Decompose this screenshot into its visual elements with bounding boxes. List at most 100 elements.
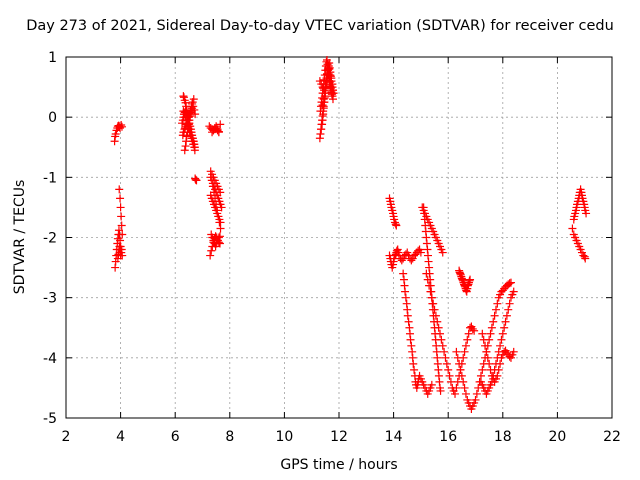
data-point <box>489 317 498 326</box>
data-point <box>453 353 462 362</box>
data-point <box>216 218 225 227</box>
data-point <box>192 176 201 185</box>
grid-lines <box>66 57 612 418</box>
data-point <box>409 359 418 368</box>
data-point <box>111 130 120 139</box>
data-point <box>321 80 330 89</box>
data-point <box>115 185 124 194</box>
data-point <box>482 347 491 356</box>
data-point <box>116 194 125 203</box>
data-point <box>582 209 591 218</box>
data-point <box>487 323 496 332</box>
data-point <box>496 341 505 350</box>
y-tick-label: -2 <box>43 231 57 247</box>
y-tick-label: 0 <box>48 110 57 126</box>
data-point <box>423 275 432 284</box>
data-point <box>493 299 502 308</box>
data-point <box>436 329 445 338</box>
data-point <box>501 317 510 326</box>
data-point <box>187 102 196 111</box>
data-point <box>181 123 190 132</box>
data-point <box>407 341 416 350</box>
data-point <box>478 329 487 338</box>
x-tick-label: 16 <box>439 429 457 445</box>
x-tick-label: 14 <box>385 429 403 445</box>
y-tick-label: -4 <box>43 351 57 367</box>
data-point <box>483 353 492 362</box>
data-point <box>117 212 126 221</box>
data-point <box>425 281 434 290</box>
data-point <box>116 203 125 212</box>
x-tick-label: 8 <box>225 429 234 445</box>
data-point <box>397 256 406 265</box>
data-point <box>182 132 191 141</box>
data-point <box>485 359 494 368</box>
data-point <box>317 125 326 134</box>
data-point <box>213 126 222 135</box>
data-point <box>494 365 503 374</box>
data-point <box>328 89 337 98</box>
data-point <box>179 128 188 137</box>
data-point <box>191 175 200 184</box>
data-point <box>422 269 431 278</box>
data-point <box>186 105 195 114</box>
data-point <box>457 371 466 380</box>
data-point <box>401 287 410 296</box>
x-tick-label: 4 <box>116 429 125 445</box>
y-tick-label: -1 <box>43 170 57 186</box>
data-point <box>182 120 191 129</box>
data-point <box>504 305 513 314</box>
x-axis-label: GPS time / hours <box>280 457 398 473</box>
data-point <box>427 380 436 389</box>
chart-title: Day 273 of 2021, Sidereal Day-to-day VTE… <box>26 18 614 34</box>
data-point <box>509 347 518 356</box>
data-point <box>568 224 577 233</box>
data-point <box>325 77 334 86</box>
data-point <box>466 275 475 284</box>
data-point <box>460 383 469 392</box>
y-axis-label: SDTVAR / TECUs <box>12 179 28 295</box>
data-point <box>505 279 514 288</box>
data-point <box>180 146 189 155</box>
data-point <box>506 278 515 287</box>
data-point <box>496 359 505 368</box>
data-point <box>452 383 461 392</box>
data-point <box>185 109 194 118</box>
data-point <box>117 122 126 131</box>
data-point <box>472 389 481 398</box>
data-point <box>217 203 226 212</box>
data-point <box>401 293 410 302</box>
axis-ticks: 2 4 6 8 10 12 14 16 18 20 22 -5 -4 -3 -2 -1 0 1 <box>43 50 621 445</box>
data-point <box>459 377 468 386</box>
data-point <box>431 311 440 320</box>
data-point <box>407 256 416 265</box>
data-point <box>455 359 464 368</box>
data-point <box>442 359 451 368</box>
data-point <box>471 395 480 404</box>
data-point <box>206 251 215 260</box>
data-point <box>117 120 126 129</box>
data-point <box>430 305 439 314</box>
x-tick-label: 22 <box>603 429 621 445</box>
data-point <box>406 335 415 344</box>
data-point <box>326 83 335 92</box>
data-point <box>460 347 469 356</box>
data-point <box>456 365 465 374</box>
data-point <box>436 386 445 395</box>
data-point <box>214 127 223 136</box>
data-point <box>427 293 436 302</box>
x-tick-label: 2 <box>62 429 71 445</box>
data-point <box>451 389 460 398</box>
data-point <box>440 347 449 356</box>
data-point <box>481 341 490 350</box>
data-point <box>183 116 192 125</box>
data-point <box>429 299 438 308</box>
y-tick-label: -3 <box>43 291 57 307</box>
data-point <box>444 365 453 374</box>
data-point <box>478 365 487 374</box>
data-point <box>189 95 198 104</box>
data-point <box>117 221 126 230</box>
data-point <box>461 389 470 398</box>
data-point <box>434 323 443 332</box>
data-point <box>403 311 412 320</box>
